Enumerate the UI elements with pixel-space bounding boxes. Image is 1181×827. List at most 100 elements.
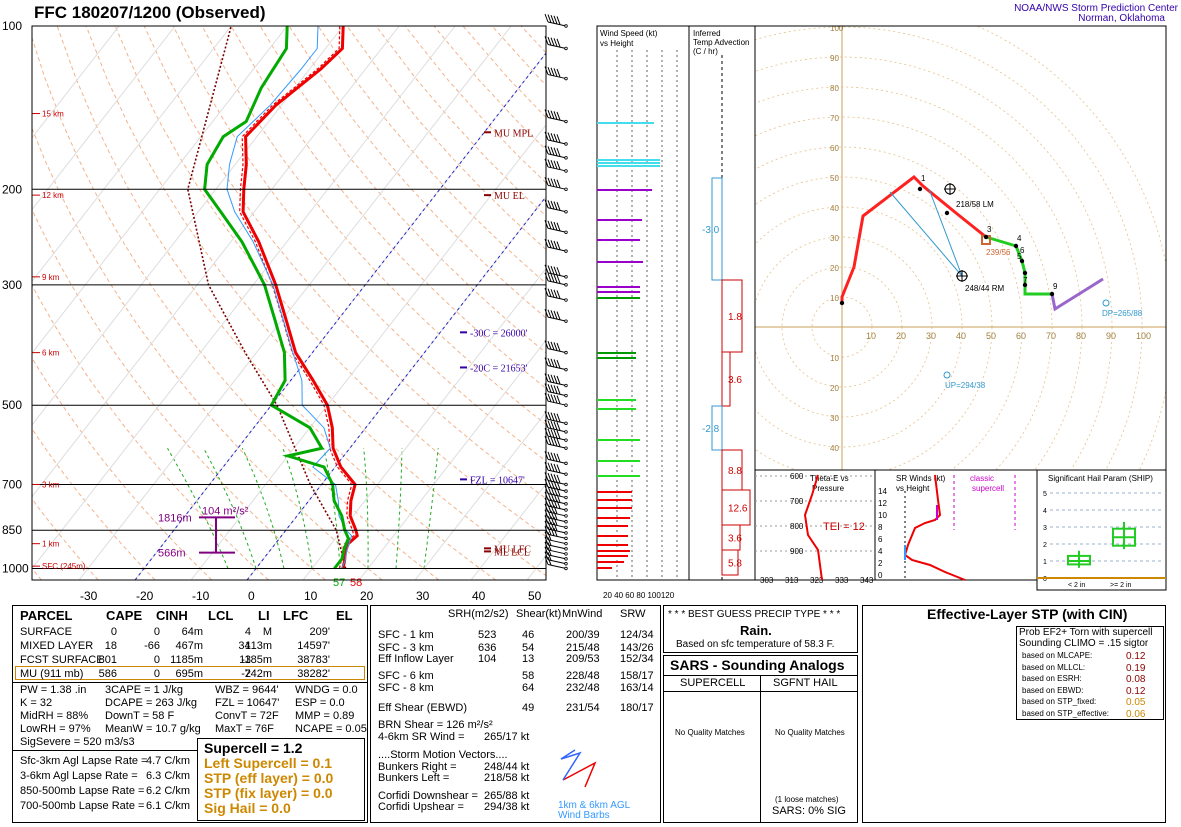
virtual-temperature: [239, 26, 355, 569]
barb-staff: [547, 400, 567, 406]
kin-value: 104: [478, 653, 497, 665]
wind-barb: [544, 393, 568, 407]
barb-flag: [550, 15, 555, 24]
parcel-cell: 18: [104, 640, 117, 652]
barb-flag: [547, 239, 552, 248]
kin-value: 209/53: [566, 653, 600, 665]
kin-value: 58: [522, 670, 535, 682]
storm-motion-title: ....Storm Motion Vectors....: [378, 749, 508, 761]
parcel-divider: [12, 682, 368, 683]
parcel-cell: MIXED LAYER: [20, 640, 94, 652]
wind-barb: [544, 357, 568, 372]
barb-flag: [547, 552, 552, 561]
barb-flag: [556, 494, 561, 503]
barb-flag: [553, 505, 558, 514]
parcel-cell: 586: [98, 668, 117, 680]
parcel-header-li: LI: [258, 608, 270, 623]
barb-flag: [544, 509, 549, 518]
barb-flag: [556, 464, 561, 473]
temp-tick-label: -20: [136, 589, 154, 603]
barb-dot: [564, 541, 568, 546]
parcel-cell: 0: [153, 668, 160, 680]
stp-legend-label: based on MLCAPE:: [1022, 651, 1093, 660]
wind-barb: [544, 427, 568, 442]
stp-legend-title-2: Sounding CLIMO = .15 sigtor: [1019, 638, 1149, 649]
barb-flag: [553, 385, 558, 394]
barb-flag: [550, 374, 555, 383]
barb-flag: [547, 504, 552, 513]
barb-dot: [564, 230, 568, 234]
parcel-cell: 0: [153, 654, 160, 666]
up-marker: [943, 371, 951, 379]
kin-value: 158/17: [620, 670, 654, 682]
adv-box: [721, 351, 731, 407]
adv-box: [711, 177, 723, 281]
barb-flag: [556, 474, 561, 484]
pressure-label: 500: [2, 398, 22, 412]
ship-lt2: < 2 in: [1068, 582, 1085, 589]
hodo-trace-purple: [1050, 277, 1104, 312]
adv-value: 3.6: [728, 534, 742, 545]
barb-staff: [547, 418, 567, 424]
credit-line-1: NOAA/NWS Storm Prediction Center: [1014, 3, 1179, 14]
kin-label: SFC - 8 km: [378, 682, 434, 694]
wind-barb: [544, 145, 568, 160]
isotherm: [32, 26, 400, 498]
dry-adiabat: [230, 26, 546, 389]
hodo-y-label: 70: [830, 114, 839, 123]
dry-adiabat: [201, 26, 546, 426]
barb-flag: [550, 394, 555, 403]
hodo-x-label: 100: [1136, 331, 1151, 341]
ship-level: 1: [1043, 559, 1047, 566]
barbs-label-1: 1km & 6km AGL: [558, 800, 631, 811]
barb-flag: [556, 375, 561, 385]
barb-staff: [547, 272, 567, 278]
kin-value: 124/34: [620, 629, 654, 641]
kin-label: SFC - 3 km: [378, 642, 434, 654]
srw-classic-2: supercell: [972, 484, 1004, 493]
barb-flag: [550, 200, 555, 210]
kin-label: Eff Shear (EBWD): [378, 702, 468, 714]
hodo-x-label: 20: [896, 331, 906, 341]
mu-lfc-label: MU LFC: [494, 544, 531, 555]
mu-mpl-label: MU MPL: [494, 128, 533, 139]
barb-flag: [553, 394, 558, 404]
hodo-y-label: 60: [830, 144, 839, 153]
barb-flag: [544, 220, 549, 229]
barb-flag: [556, 68, 561, 78]
wind-barb: [544, 546, 568, 561]
stp-legend-value: 0.08: [1126, 674, 1146, 685]
barb-staff: [547, 549, 567, 555]
barb-flag: [544, 287, 549, 297]
theta-title-1: Theta-E vs: [810, 474, 849, 483]
hodo-point-label: 5: [1017, 252, 1022, 261]
barb-staff: [547, 166, 567, 172]
barb-flag: [547, 537, 552, 546]
barb-flag: [544, 158, 549, 168]
wind-panel-title-2: vs Height: [600, 39, 634, 48]
barb-flag: [544, 515, 549, 524]
kin-barb-icon: [560, 749, 597, 788]
motion-value: 294/38 kt: [484, 801, 530, 813]
index-cell: PW = 1.38 .in: [20, 684, 87, 696]
barb-staff: [547, 559, 567, 565]
barb-flag: [556, 395, 561, 404]
lapse-label: Sfc-3km Agl Lapse Rate =: [20, 755, 148, 767]
barb-flag: [544, 411, 549, 420]
barb-flag: [553, 15, 558, 24]
precip-type: Rain.: [740, 623, 772, 638]
sars-hail-nomatch: No Quality Matches: [775, 728, 845, 737]
barb-flag: [547, 132, 552, 141]
hodo-point: [839, 300, 845, 306]
wind-barb: [544, 109, 568, 124]
theta-level: 700: [790, 497, 804, 506]
index-cell: LowRH = 97%: [20, 723, 91, 735]
barb-staff: [547, 21, 567, 27]
kin-header: Shear(kt): [516, 608, 562, 620]
barb-flag: [556, 148, 561, 157]
wind-barb: [544, 340, 568, 355]
barb-flag: [547, 420, 552, 429]
fzl-label: FZL = 10647': [470, 475, 525, 486]
barb-flag: [550, 221, 555, 230]
moist-adiabat: [323, 448, 341, 569]
